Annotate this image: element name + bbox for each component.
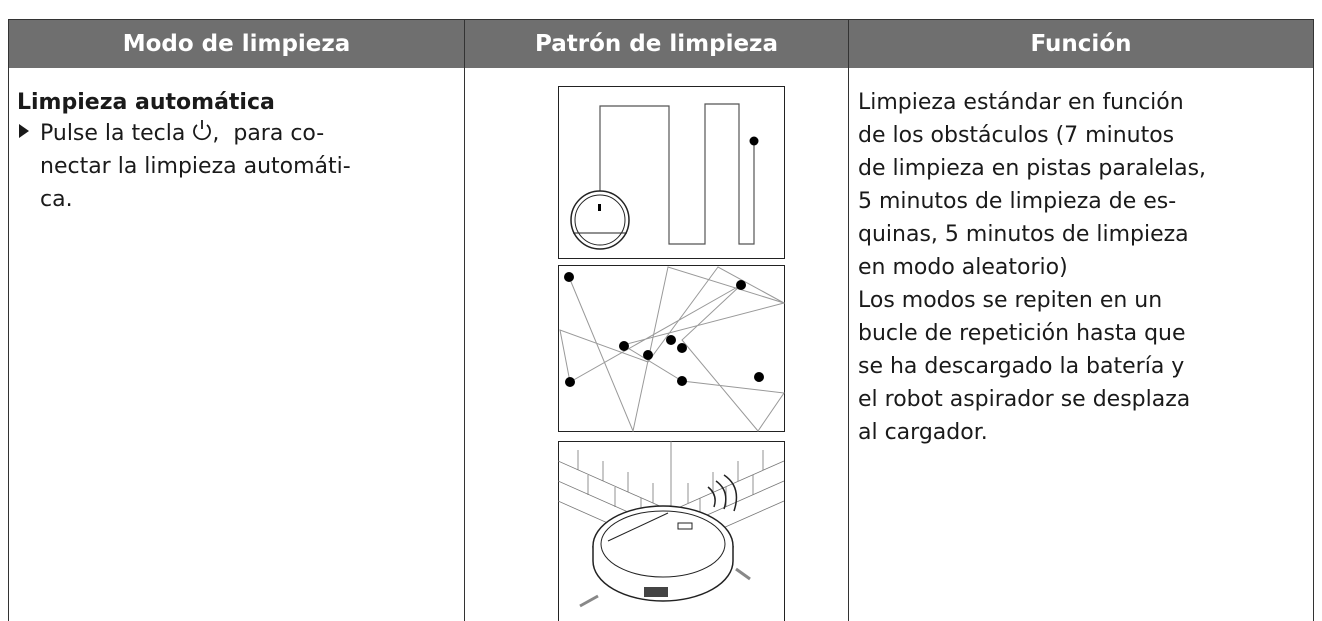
function-line: al cargador.: [858, 420, 988, 445]
header-cell: Modo de limpieza: [9, 20, 464, 68]
step-line: nectar la limpieza automáti-: [40, 154, 351, 179]
function-line: el robot aspirador se desplaza: [858, 387, 1191, 412]
header-cell: Función: [849, 20, 1313, 68]
function-line: bucle de repetición hasta que: [858, 321, 1186, 346]
mode-title: Limpieza automática: [17, 90, 275, 115]
function-line: de limpieza en pistas paralelas,: [858, 156, 1207, 181]
function-line: de los obstáculos (7 minutos: [858, 123, 1175, 148]
step-text: , para co-: [212, 121, 325, 146]
step-line: ca.: [40, 187, 73, 212]
function-line: quinas, 5 minutos de limpieza: [858, 222, 1189, 247]
border: [1313, 20, 1314, 621]
header-cell: Patrón de limpieza: [465, 20, 848, 68]
border: [464, 20, 465, 621]
function-line: se ha descargado la batería y: [858, 354, 1185, 379]
pattern-parallel: [558, 86, 785, 259]
function-line: Limpieza estándar en función: [858, 90, 1184, 115]
function-line: 5 minutos de limpieza de es-: [858, 189, 1177, 214]
border: [8, 20, 9, 621]
function-line: en modo aleatorio): [858, 255, 1068, 280]
power-icon: [193, 120, 212, 141]
top-border: [8, 19, 1314, 20]
step-text: Pulse la tecla: [40, 121, 186, 146]
pattern-corner: [558, 441, 785, 621]
pattern-random: [558, 265, 785, 432]
border: [848, 20, 849, 621]
function-line: Los modos se repiten en un: [858, 288, 1163, 313]
bullet: [19, 124, 29, 138]
step-line: Pulse la tecla , para co-: [40, 117, 324, 150]
